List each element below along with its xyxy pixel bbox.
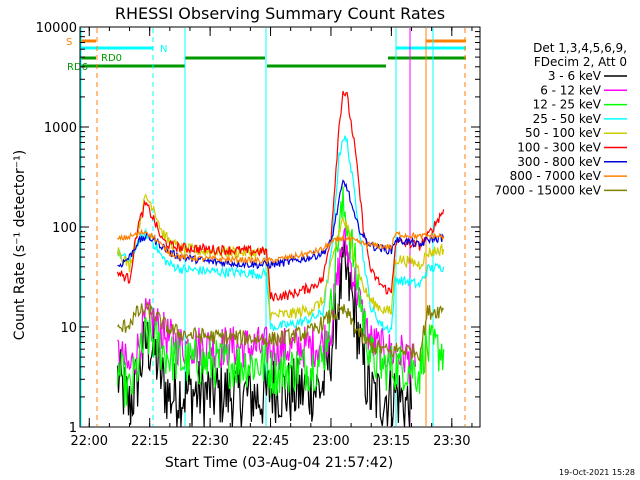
x-tick-label: 23:15 bbox=[373, 434, 410, 449]
legend-header-line-2: FDecim 2, Att 0 bbox=[534, 55, 627, 69]
legend-entry-label: 6 - 12 keV bbox=[540, 83, 602, 97]
x-tick-label: 22:00 bbox=[71, 434, 108, 449]
axes bbox=[79, 26, 481, 428]
y-tick-label: 1 bbox=[69, 421, 77, 436]
flag-label: RD6 bbox=[67, 62, 88, 73]
series-line bbox=[116, 193, 445, 321]
series-line bbox=[117, 179, 445, 270]
legend-entry-label: 800 - 7000 keV bbox=[510, 169, 602, 183]
x-tick-label: 22:15 bbox=[131, 434, 168, 449]
flag-label: RD0 bbox=[101, 53, 122, 64]
y-axis-label: Count Rate (s⁻¹ detector⁻¹) bbox=[12, 150, 28, 340]
legend-entry-label: 300 - 800 keV bbox=[517, 155, 601, 169]
legend-entry-label: 25 - 50 keV bbox=[533, 112, 602, 126]
series-line bbox=[116, 135, 445, 333]
legend: Det 1,3,4,5,6,9, FDecim 2, Att 0 3 - 6 k… bbox=[494, 41, 627, 197]
tick-labels: 1 10 100 1000 10000 22:00 22:15 22:30 22:45 23:00… bbox=[36, 21, 471, 449]
series-line bbox=[116, 186, 445, 408]
x-tick-label: 23:00 bbox=[312, 434, 349, 449]
legend-entry-label: 50 - 100 keV bbox=[525, 126, 602, 140]
y-tick-label: 10 bbox=[60, 321, 77, 336]
observing-flag-bars: S N RD0 RD6 bbox=[66, 37, 466, 73]
series-lines bbox=[116, 90, 445, 427]
flag-label: S bbox=[66, 37, 72, 48]
y-tick-label: 10000 bbox=[36, 21, 77, 36]
series-line bbox=[117, 300, 445, 362]
legend-entry-label: 100 - 300 keV bbox=[517, 141, 601, 155]
x-tick-label: 22:45 bbox=[252, 434, 289, 449]
chart-title: RHESSI Observing Summary Count Rates bbox=[115, 4, 445, 23]
x-axis-label: Start Time (03-Aug-04 21:57:42) bbox=[165, 455, 393, 471]
legend-header-line-1: Det 1,3,4,5,6,9, bbox=[533, 41, 627, 55]
legend-entry-label: 7000 - 15000 keV bbox=[494, 183, 601, 197]
x-tick-label: 23:30 bbox=[433, 434, 470, 449]
series-line bbox=[116, 90, 445, 302]
legend-entry-label: 12 - 25 keV bbox=[533, 98, 602, 112]
x-tick-label: 22:30 bbox=[191, 434, 228, 449]
series-line bbox=[117, 228, 445, 266]
y-tick-label: 100 bbox=[52, 221, 77, 236]
flag-label: N bbox=[160, 44, 167, 55]
y-tick-label: 1000 bbox=[44, 121, 77, 136]
footer-timestamp: 19-Oct-2021 15:28 bbox=[559, 468, 635, 477]
legend-entry-label: 3 - 6 keV bbox=[548, 69, 602, 83]
